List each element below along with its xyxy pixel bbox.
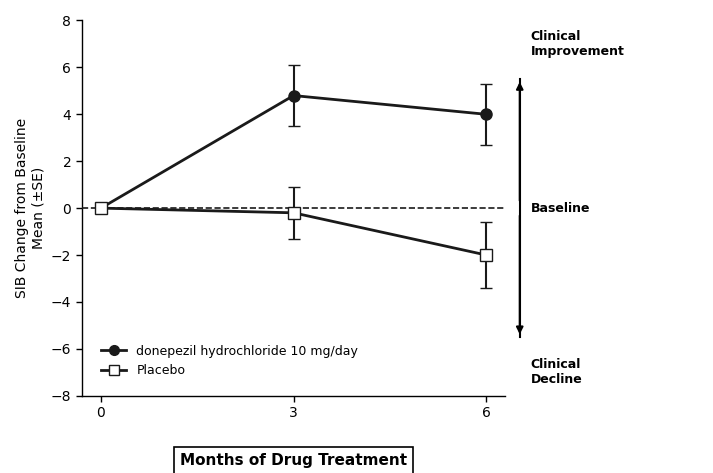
Legend: donepezil hydrochloride 10 mg/day, Placebo: donepezil hydrochloride 10 mg/day, Place… (96, 340, 364, 382)
Text: Clinical
Improvement: Clinical Improvement (530, 30, 625, 58)
Text: Baseline: Baseline (530, 201, 590, 215)
Text: Clinical
Decline: Clinical Decline (530, 358, 583, 386)
Y-axis label: SIB Change from Baseline
Mean (±SE): SIB Change from Baseline Mean (±SE) (15, 118, 45, 298)
Text: Months of Drug Treatment: Months of Drug Treatment (180, 453, 407, 468)
